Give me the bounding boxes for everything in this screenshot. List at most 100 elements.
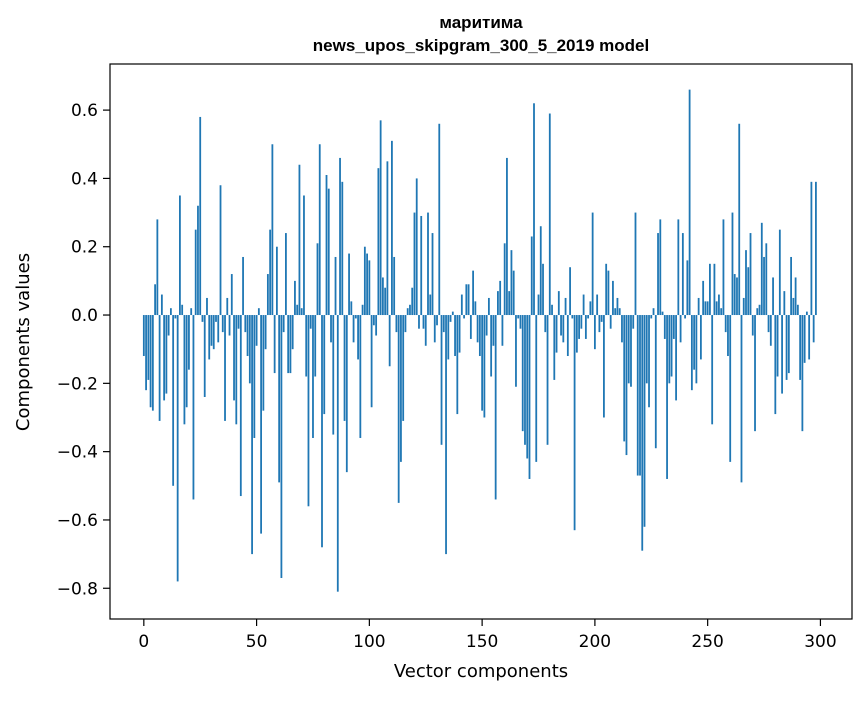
bar-127: [429, 294, 432, 316]
bar-258: [724, 315, 727, 333]
bar-198: [589, 301, 592, 316]
bar-279: [772, 277, 774, 316]
bar-228: [657, 233, 659, 316]
bar-244: [693, 315, 696, 370]
bar-131: [438, 123, 441, 316]
y-tick-label: 0.2: [71, 238, 98, 258]
bar-87: [339, 157, 341, 316]
bar-54: [264, 315, 267, 350]
bar-5: [154, 284, 156, 316]
bar-154: [490, 315, 493, 377]
bar-195: [582, 294, 585, 316]
bar-84: [332, 315, 335, 435]
bar-255: [718, 294, 720, 316]
bar-60: [278, 315, 281, 483]
bar-264: [738, 123, 741, 316]
bar-246: [697, 297, 700, 316]
bar-99: [366, 253, 368, 316]
bar-45: [244, 315, 247, 333]
x-tick-label: 150: [466, 632, 498, 652]
bar-122: [418, 315, 420, 329]
y-tick-label: 0.4: [71, 169, 98, 189]
bar-250: [706, 301, 709, 316]
bar-207: [609, 315, 612, 329]
bar-93: [352, 315, 355, 343]
bar-76: [314, 315, 317, 377]
bar-254: [715, 301, 718, 316]
bar-237: [677, 219, 680, 316]
bar-263: [736, 277, 738, 316]
bar-157: [497, 291, 499, 316]
bar-145: [469, 315, 472, 339]
bar-184: [557, 291, 560, 316]
bar-176: [539, 226, 542, 316]
bar-104: [377, 168, 380, 316]
bar-124: [422, 315, 425, 329]
bar-166: [517, 315, 520, 319]
x-tick-label: 200: [579, 632, 611, 652]
bar-75: [312, 315, 314, 438]
bar-136: [449, 315, 452, 322]
bar-80: [323, 315, 326, 415]
bar-153: [487, 297, 490, 316]
bar-171: [528, 315, 531, 479]
bar-32: [215, 315, 217, 322]
bar-230: [661, 311, 664, 316]
bar-243: [690, 315, 693, 391]
bar-65: [289, 315, 292, 374]
bar-8: [160, 294, 163, 316]
bar-55: [266, 274, 269, 316]
bar-219: [636, 315, 639, 476]
y-axis-label: Components values: [13, 253, 34, 431]
bar-249: [704, 301, 707, 316]
bar-178: [544, 315, 547, 333]
bar-149: [478, 315, 481, 357]
bar-245: [695, 315, 698, 384]
bar-278: [769, 315, 772, 346]
bar-259: [727, 315, 729, 357]
bar-14: [174, 315, 177, 319]
chart-title-line1: маритима: [439, 13, 523, 32]
bar-68: [296, 304, 299, 316]
bar-150: [481, 315, 484, 411]
bar-51: [257, 308, 260, 316]
y-axis: −0.8 −0.6 −0.4 −0.2 0.0 0.2 0.4 0.6: [57, 101, 110, 599]
bar-175: [537, 294, 540, 316]
bar-199: [591, 212, 594, 316]
bar-143: [465, 284, 468, 316]
bar-120: [413, 212, 416, 316]
bar-206: [607, 270, 610, 316]
bar-41: [235, 315, 238, 425]
bar-108: [386, 161, 389, 316]
bar-290: [796, 304, 799, 316]
bar-291: [799, 315, 802, 380]
bar-185: [560, 315, 562, 336]
bar-19: [185, 315, 188, 408]
bar-62: [282, 315, 285, 333]
bar-168: [521, 315, 524, 432]
x-tick-label: 100: [353, 632, 385, 652]
bar-155: [492, 315, 495, 346]
bar-96: [359, 315, 362, 438]
bar-22: [192, 315, 195, 500]
bar-222: [643, 315, 646, 527]
bar-215: [627, 315, 630, 384]
bar-233: [668, 315, 671, 384]
bar-173: [533, 103, 535, 316]
bar-172: [530, 236, 533, 316]
bar-89: [343, 315, 346, 421]
bar-287: [790, 256, 792, 316]
bar-211: [618, 308, 621, 316]
bar-125: [424, 315, 427, 346]
bar-9: [163, 315, 166, 401]
bar-180: [548, 113, 551, 316]
bar-133: [442, 315, 445, 333]
bar-191: [573, 315, 576, 531]
bar-293: [803, 315, 806, 363]
bar-272: [756, 308, 759, 316]
bar-47: [248, 315, 251, 384]
bar-88: [341, 181, 344, 316]
y-tick-label: −0.6: [57, 511, 98, 531]
x-axis: 0 50 100 150 200 250 300: [138, 619, 837, 652]
bar-15: [176, 315, 179, 582]
